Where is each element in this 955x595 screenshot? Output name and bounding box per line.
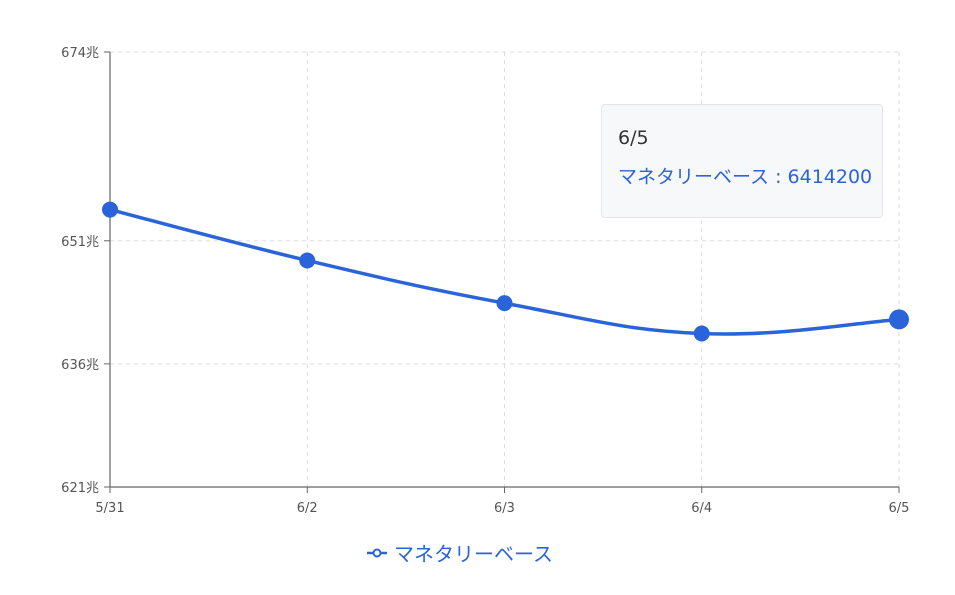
legend-label: マネタリーベース	[394, 542, 553, 566]
y-tick-label: 674兆	[61, 46, 99, 61]
data-point[interactable]	[102, 201, 118, 218]
data-point[interactable]	[693, 325, 710, 342]
data-point[interactable]	[299, 252, 316, 269]
line-circle-icon	[367, 548, 387, 557]
data-tooltip: 6/5 マネタリーベース : 6414200	[601, 104, 883, 218]
tooltip-value: マネタリーベース : 6414200	[618, 166, 873, 188]
y-tick-label: 621兆	[61, 481, 99, 496]
legend-item[interactable]: マネタリーベース	[366, 538, 553, 567]
y-tick-label: 636兆	[61, 358, 99, 373]
x-axis-ticks: 5/31 6/2 6/3 6/4 6/5	[95, 487, 909, 516]
tooltip-title: 6/5	[618, 127, 649, 149]
x-tick-label: 5/31	[95, 501, 124, 516]
x-tick-label: 6/4	[691, 501, 712, 516]
x-tick-label: 6/3	[494, 501, 515, 516]
y-tick-label: 651兆	[61, 235, 99, 250]
x-tick-label: 6/2	[297, 501, 318, 516]
y-axis-ticks: 621兆 636兆 651兆 674兆	[61, 46, 110, 496]
series-points[interactable]	[102, 201, 909, 342]
data-point[interactable]	[496, 295, 513, 312]
data-point[interactable]	[889, 309, 909, 330]
x-tick-label: 6/5	[889, 501, 910, 516]
